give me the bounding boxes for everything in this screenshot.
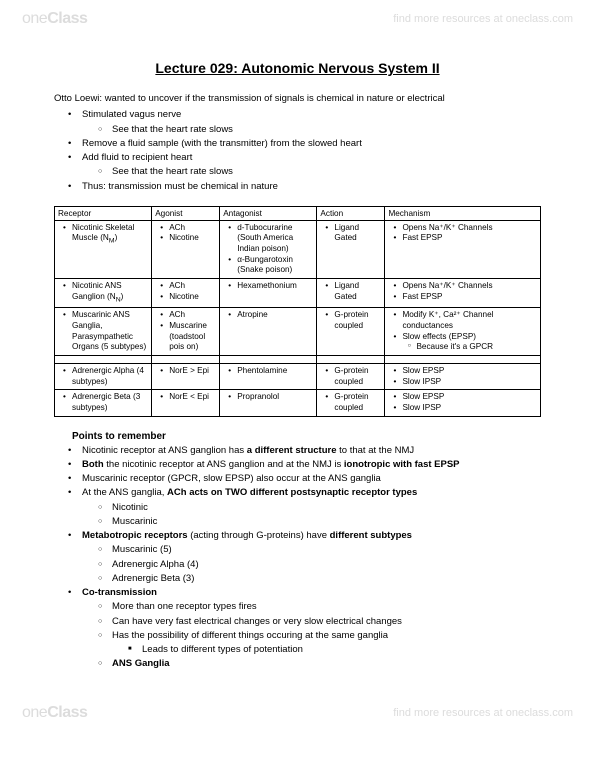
list-item: At the ANS ganglia, ACh acts on TWO diff… bbox=[72, 486, 541, 529]
cell-text: G-protein coupled bbox=[328, 310, 381, 331]
table-row: Nicotinic ANS Ganglion (NN) AChNicotine … bbox=[55, 279, 541, 308]
cell-text: Slow effects (EPSP)Because it's a GPCR bbox=[396, 332, 537, 353]
col-mechanism: Mechanism bbox=[385, 206, 541, 220]
table-row: Nicotinic Skeletal Muscle (NM) AChNicoti… bbox=[55, 220, 541, 278]
cell-text: Slow IPSP bbox=[396, 403, 537, 414]
list-item: Both the nicotinic receptor at ANS gangl… bbox=[72, 458, 541, 472]
cell-text: α-Bungarotoxin (Snake poison) bbox=[231, 255, 313, 276]
cell-text: Adrenergic Beta (3 subtypes) bbox=[66, 392, 148, 413]
list-item: Metabotropic receptors (acting through G… bbox=[72, 529, 541, 586]
cell-text: ACh bbox=[163, 223, 216, 234]
list-item: Leads to different types of potentiation bbox=[132, 643, 541, 657]
col-receptor: Receptor bbox=[55, 206, 152, 220]
page-title: Lecture 029: Autonomic Nervous System II bbox=[54, 60, 541, 76]
col-agonist: Agonist bbox=[152, 206, 220, 220]
table-row-blank bbox=[55, 355, 541, 363]
list-item: Nicotinic receptor at ANS ganglion has a… bbox=[72, 444, 541, 458]
list-item: Stimulated vagus nerve See that the hear… bbox=[72, 108, 541, 137]
cell-text: Opens Na⁺/K⁺ Channels bbox=[396, 281, 537, 292]
footer-link: find more resources at oneclass.com bbox=[393, 707, 573, 719]
watermark-footer: oneClass find more resources at oneclass… bbox=[0, 694, 595, 732]
header-link: find more resources at oneclass.com bbox=[393, 13, 573, 25]
list-item: ANS Ganglia bbox=[102, 657, 541, 671]
cell-text: Fast EPSP bbox=[396, 233, 537, 244]
cell-text: Modify K⁺, Ca²⁺ Channel conductances bbox=[396, 310, 537, 331]
receptor-table: Receptor Agonist Antagonist Action Mecha… bbox=[54, 206, 541, 417]
list-item: Can have very fast electrical changes or… bbox=[102, 615, 541, 629]
table-row: Muscarinic ANS Ganglia, Parasympathetic … bbox=[55, 308, 541, 356]
cell-text: Nicotinic Skeletal Muscle (NM) bbox=[66, 223, 148, 247]
cell-text: Slow EPSP bbox=[396, 392, 537, 403]
list-item: Adrenergic Beta (3) bbox=[102, 572, 541, 586]
list-item: Adrenergic Alpha (4) bbox=[102, 558, 541, 572]
list-item: Muscarinic receptor (GPCR, slow EPSP) al… bbox=[72, 472, 541, 486]
cell-text: Fast EPSP bbox=[396, 292, 537, 303]
table-header-row: Receptor Agonist Antagonist Action Mecha… bbox=[55, 206, 541, 220]
list-item: Muscarinic bbox=[102, 515, 541, 529]
list-item: Thus: transmission must be chemical in n… bbox=[72, 180, 541, 194]
list-item: Has the possibility of different things … bbox=[102, 629, 541, 658]
cell-text: NorE < Epi bbox=[163, 392, 216, 403]
intro-bullets: Stimulated vagus nerve See that the hear… bbox=[54, 108, 541, 194]
list-item: Co-transmission More than one receptor t… bbox=[72, 586, 541, 672]
cell-text: d-Tubocurarine (South America Indian poi… bbox=[231, 223, 313, 255]
table-row: Adrenergic Alpha (4 subtypes) NorE > Epi… bbox=[55, 363, 541, 389]
watermark-header: oneClass find more resources at oneclass… bbox=[0, 0, 595, 38]
cell-text: Propranolol bbox=[231, 392, 313, 403]
logo-left: one bbox=[22, 704, 47, 721]
cell-text: Slow EPSP bbox=[396, 366, 537, 377]
cell-text: ACh bbox=[163, 281, 216, 292]
col-antagonist: Antagonist bbox=[220, 206, 317, 220]
logo: oneClass bbox=[22, 10, 87, 28]
intro-text: Otto Loewi: wanted to uncover if the tra… bbox=[54, 92, 541, 105]
cell-text: Muscarine (toadstool pois on) bbox=[163, 321, 216, 353]
cell-text: NorE > Epi bbox=[163, 366, 216, 377]
bullet-text: Add fluid to recipient heart bbox=[82, 152, 192, 163]
cell-text: Hexamethonium bbox=[231, 281, 313, 292]
list-item: See that the heart rate slows bbox=[102, 123, 541, 137]
logo-left: one bbox=[22, 10, 47, 27]
cell-text: Opens Na⁺/K⁺ Channels bbox=[396, 223, 537, 234]
bullet-text: Stimulated vagus nerve bbox=[82, 109, 181, 120]
list-item: See that the heart rate slows bbox=[102, 165, 541, 179]
points-title: Points to remember bbox=[72, 431, 541, 442]
logo: oneClass bbox=[22, 704, 87, 722]
col-action: Action bbox=[317, 206, 385, 220]
list-item: Nicotinic bbox=[102, 501, 541, 515]
cell-text: Ligand Gated bbox=[328, 281, 381, 302]
cell-text: Muscarinic ANS Ganglia, Parasympathetic … bbox=[66, 310, 148, 353]
cell-text: Nicotinic ANS Ganglion (NN) bbox=[66, 281, 148, 305]
cell-text: Slow IPSP bbox=[396, 377, 537, 388]
cell-text: Adrenergic Alpha (4 subtypes) bbox=[66, 366, 148, 387]
logo-right: Class bbox=[47, 704, 87, 721]
list-item: Remove a fluid sample (with the transmit… bbox=[72, 137, 541, 151]
logo-right: Class bbox=[47, 10, 87, 27]
cell-text: Nicotine bbox=[163, 233, 216, 244]
cell-text: ACh bbox=[163, 310, 216, 321]
cell-text: Atropine bbox=[231, 310, 313, 321]
cell-text: Nicotine bbox=[163, 292, 216, 303]
list-item: Muscarinic (5) bbox=[102, 543, 541, 557]
cell-text: G-protein coupled bbox=[328, 392, 381, 413]
cell-text: Phentolamine bbox=[231, 366, 313, 377]
cell-text: Ligand Gated bbox=[328, 223, 381, 244]
table-row: Adrenergic Beta (3 subtypes) NorE < Epi … bbox=[55, 390, 541, 416]
list-item: Add fluid to recipient heart See that th… bbox=[72, 151, 541, 180]
cell-text: Because it's a GPCR bbox=[410, 342, 537, 353]
page-content: Lecture 029: Autonomic Nervous System II… bbox=[0, 38, 595, 694]
list-item: More than one receptor types fires bbox=[102, 600, 541, 614]
points-list: Nicotinic receptor at ANS ganglion has a… bbox=[54, 444, 541, 672]
cell-text: G-protein coupled bbox=[328, 366, 381, 387]
